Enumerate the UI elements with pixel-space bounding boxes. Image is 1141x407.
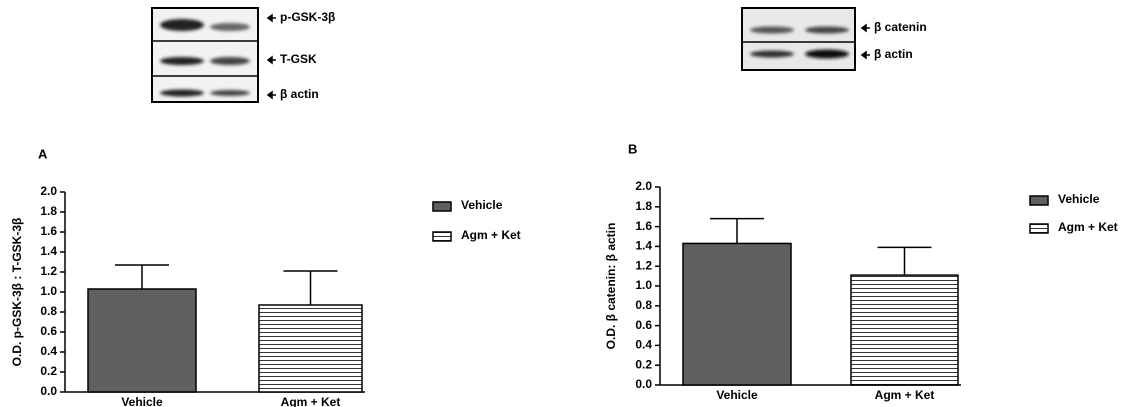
figure: p-GSK-3β T-GSK β actin β catenin β actin A O.D…: [0, 0, 1141, 407]
legend-swatch: [1030, 224, 1048, 233]
bar: [683, 243, 791, 385]
y-tick-label: 0.4: [635, 338, 652, 352]
y-tick-label: 1.8: [40, 204, 57, 218]
y-tick-label: 0.8: [635, 298, 652, 312]
legend-swatch: [433, 202, 451, 211]
legend-swatch: [433, 232, 451, 241]
x-tick-label: Vehicle: [121, 395, 163, 407]
bar: [88, 289, 196, 392]
y-tick-label: 0.0: [40, 384, 57, 398]
y-tick-label: 0.2: [635, 357, 652, 371]
bar: [259, 305, 362, 392]
x-tick-label: Agm + Ket: [281, 395, 341, 407]
blot-label: T-GSK: [280, 52, 317, 66]
y-axis-label: O.D. β catenin: β actin: [604, 223, 618, 350]
arrow: [862, 25, 870, 31]
y-tick-label: 0.2: [40, 364, 57, 378]
y-tick-label: 0.6: [40, 324, 57, 338]
blot-label: β actin: [280, 87, 319, 101]
y-tick-label: 1.6: [40, 224, 57, 238]
legend-label: Agm + Ket: [461, 228, 521, 242]
panel-label: A: [38, 146, 48, 161]
x-tick-label: Agm + Ket: [875, 388, 935, 402]
y-tick-label: 1.4: [40, 244, 57, 258]
y-tick-label: 1.2: [635, 258, 652, 272]
y-tick-label: 1.0: [40, 284, 57, 298]
legend-label: Agm + Ket: [1058, 220, 1118, 234]
legend-label: Vehicle: [461, 198, 503, 212]
y-tick-label: 0.4: [40, 344, 57, 358]
arrow: [268, 92, 276, 98]
panel-label: B: [628, 141, 637, 156]
y-axis-label: O.D. p-GSK-3β : T-GSK-3β: [10, 218, 24, 367]
y-tick-label: 1.0: [635, 278, 652, 292]
y-tick-label: 1.2: [40, 264, 57, 278]
arrow: [268, 15, 276, 21]
y-tick-label: 1.6: [635, 219, 652, 233]
x-tick-label: Vehicle: [716, 388, 758, 402]
blot-label: β catenin: [874, 20, 927, 34]
y-tick-label: 0.0: [635, 377, 652, 391]
y-tick-label: 0.6: [635, 318, 652, 332]
arrow: [268, 57, 276, 63]
blot-label: β actin: [874, 47, 913, 61]
legend-swatch: [1030, 196, 1048, 205]
blot-image: [742, 8, 855, 70]
y-tick-label: 2.0: [40, 184, 57, 198]
legend-label: Vehicle: [1058, 192, 1100, 206]
arrow: [862, 52, 870, 58]
y-tick-label: 0.8: [40, 304, 57, 318]
blot-label: p-GSK-3β: [280, 10, 335, 24]
y-tick-label: 1.8: [635, 199, 652, 213]
y-tick-label: 1.4: [635, 239, 652, 253]
bar: [851, 275, 958, 385]
y-tick-label: 2.0: [635, 179, 652, 193]
blot-image: [152, 8, 258, 102]
